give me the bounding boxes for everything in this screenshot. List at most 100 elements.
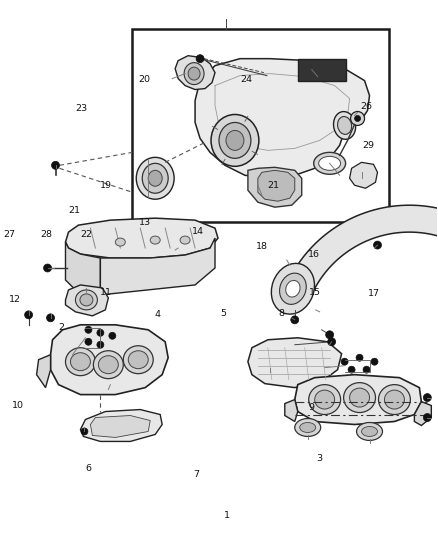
- Ellipse shape: [211, 115, 259, 166]
- Polygon shape: [258, 171, 295, 201]
- Ellipse shape: [180, 236, 190, 244]
- Text: 3: 3: [316, 454, 322, 463]
- Circle shape: [363, 366, 370, 373]
- Circle shape: [348, 366, 355, 373]
- Polygon shape: [285, 400, 298, 422]
- Polygon shape: [50, 325, 168, 394]
- Ellipse shape: [271, 263, 314, 314]
- Ellipse shape: [357, 423, 382, 440]
- Text: 24: 24: [240, 75, 252, 84]
- Circle shape: [97, 341, 104, 348]
- Text: 17: 17: [368, 288, 380, 297]
- Text: 21: 21: [68, 206, 80, 215]
- Ellipse shape: [115, 238, 125, 246]
- Ellipse shape: [361, 426, 378, 437]
- Circle shape: [424, 393, 431, 401]
- Ellipse shape: [319, 156, 341, 171]
- Ellipse shape: [128, 351, 148, 369]
- Ellipse shape: [279, 273, 306, 304]
- Circle shape: [97, 329, 104, 336]
- Text: 22: 22: [80, 230, 92, 239]
- Circle shape: [196, 55, 204, 63]
- Ellipse shape: [188, 67, 200, 80]
- Bar: [132, 29, 389, 222]
- Text: 28: 28: [41, 230, 53, 239]
- Circle shape: [374, 241, 381, 249]
- Polygon shape: [66, 218, 218, 258]
- Polygon shape: [81, 409, 162, 441]
- Ellipse shape: [75, 290, 97, 310]
- Ellipse shape: [219, 123, 251, 158]
- Circle shape: [109, 332, 116, 340]
- Circle shape: [328, 338, 336, 346]
- Ellipse shape: [66, 348, 95, 376]
- Circle shape: [25, 311, 32, 319]
- Circle shape: [85, 338, 92, 345]
- Polygon shape: [37, 355, 50, 387]
- Ellipse shape: [124, 346, 153, 374]
- Ellipse shape: [184, 63, 204, 85]
- Ellipse shape: [378, 385, 410, 415]
- Text: 11: 11: [100, 287, 113, 296]
- Circle shape: [356, 354, 363, 361]
- Text: 8: 8: [279, 309, 284, 318]
- Text: 4: 4: [155, 310, 161, 319]
- Ellipse shape: [350, 388, 370, 407]
- Polygon shape: [100, 238, 215, 295]
- Ellipse shape: [343, 383, 375, 413]
- Ellipse shape: [226, 131, 244, 150]
- Polygon shape: [90, 416, 150, 438]
- Text: 16: 16: [308, 251, 320, 260]
- Polygon shape: [414, 401, 431, 425]
- Circle shape: [52, 161, 60, 169]
- Text: 23: 23: [75, 104, 88, 112]
- Circle shape: [81, 428, 88, 435]
- Text: 29: 29: [362, 141, 374, 150]
- Ellipse shape: [314, 390, 335, 409]
- Polygon shape: [350, 163, 378, 188]
- Polygon shape: [66, 242, 100, 295]
- Ellipse shape: [148, 171, 162, 186]
- Circle shape: [371, 358, 378, 365]
- Circle shape: [43, 264, 52, 272]
- Ellipse shape: [71, 353, 90, 370]
- Text: 27: 27: [4, 230, 15, 239]
- Text: 7: 7: [193, 470, 199, 479]
- Ellipse shape: [295, 418, 321, 437]
- Text: 10: 10: [12, 401, 24, 410]
- Ellipse shape: [99, 356, 118, 374]
- Text: 12: 12: [9, 295, 21, 304]
- Text: 21: 21: [268, 181, 279, 190]
- Polygon shape: [66, 285, 108, 316]
- Ellipse shape: [333, 111, 356, 139]
- Circle shape: [424, 414, 431, 422]
- Text: 26: 26: [360, 102, 373, 110]
- Text: 6: 6: [85, 464, 91, 473]
- Circle shape: [85, 326, 92, 333]
- Ellipse shape: [350, 111, 364, 125]
- Text: 2: 2: [58, 323, 64, 332]
- Text: 18: 18: [256, 242, 268, 251]
- Ellipse shape: [300, 423, 316, 432]
- Polygon shape: [248, 167, 302, 207]
- Ellipse shape: [338, 117, 352, 134]
- Polygon shape: [248, 338, 342, 387]
- Circle shape: [355, 116, 360, 122]
- Ellipse shape: [136, 157, 174, 199]
- Polygon shape: [283, 205, 438, 330]
- Polygon shape: [295, 375, 421, 424]
- Text: 1: 1: [223, 511, 230, 520]
- Polygon shape: [175, 55, 215, 90]
- Text: 19: 19: [100, 181, 113, 190]
- Circle shape: [326, 331, 334, 339]
- Text: 13: 13: [139, 219, 151, 228]
- Text: 14: 14: [192, 228, 204, 237]
- Ellipse shape: [150, 236, 160, 244]
- Polygon shape: [195, 59, 370, 178]
- Ellipse shape: [80, 294, 93, 306]
- Ellipse shape: [309, 385, 341, 415]
- Text: 9: 9: [308, 403, 314, 412]
- Ellipse shape: [314, 152, 346, 174]
- Text: 5: 5: [220, 309, 226, 318]
- Ellipse shape: [286, 280, 300, 297]
